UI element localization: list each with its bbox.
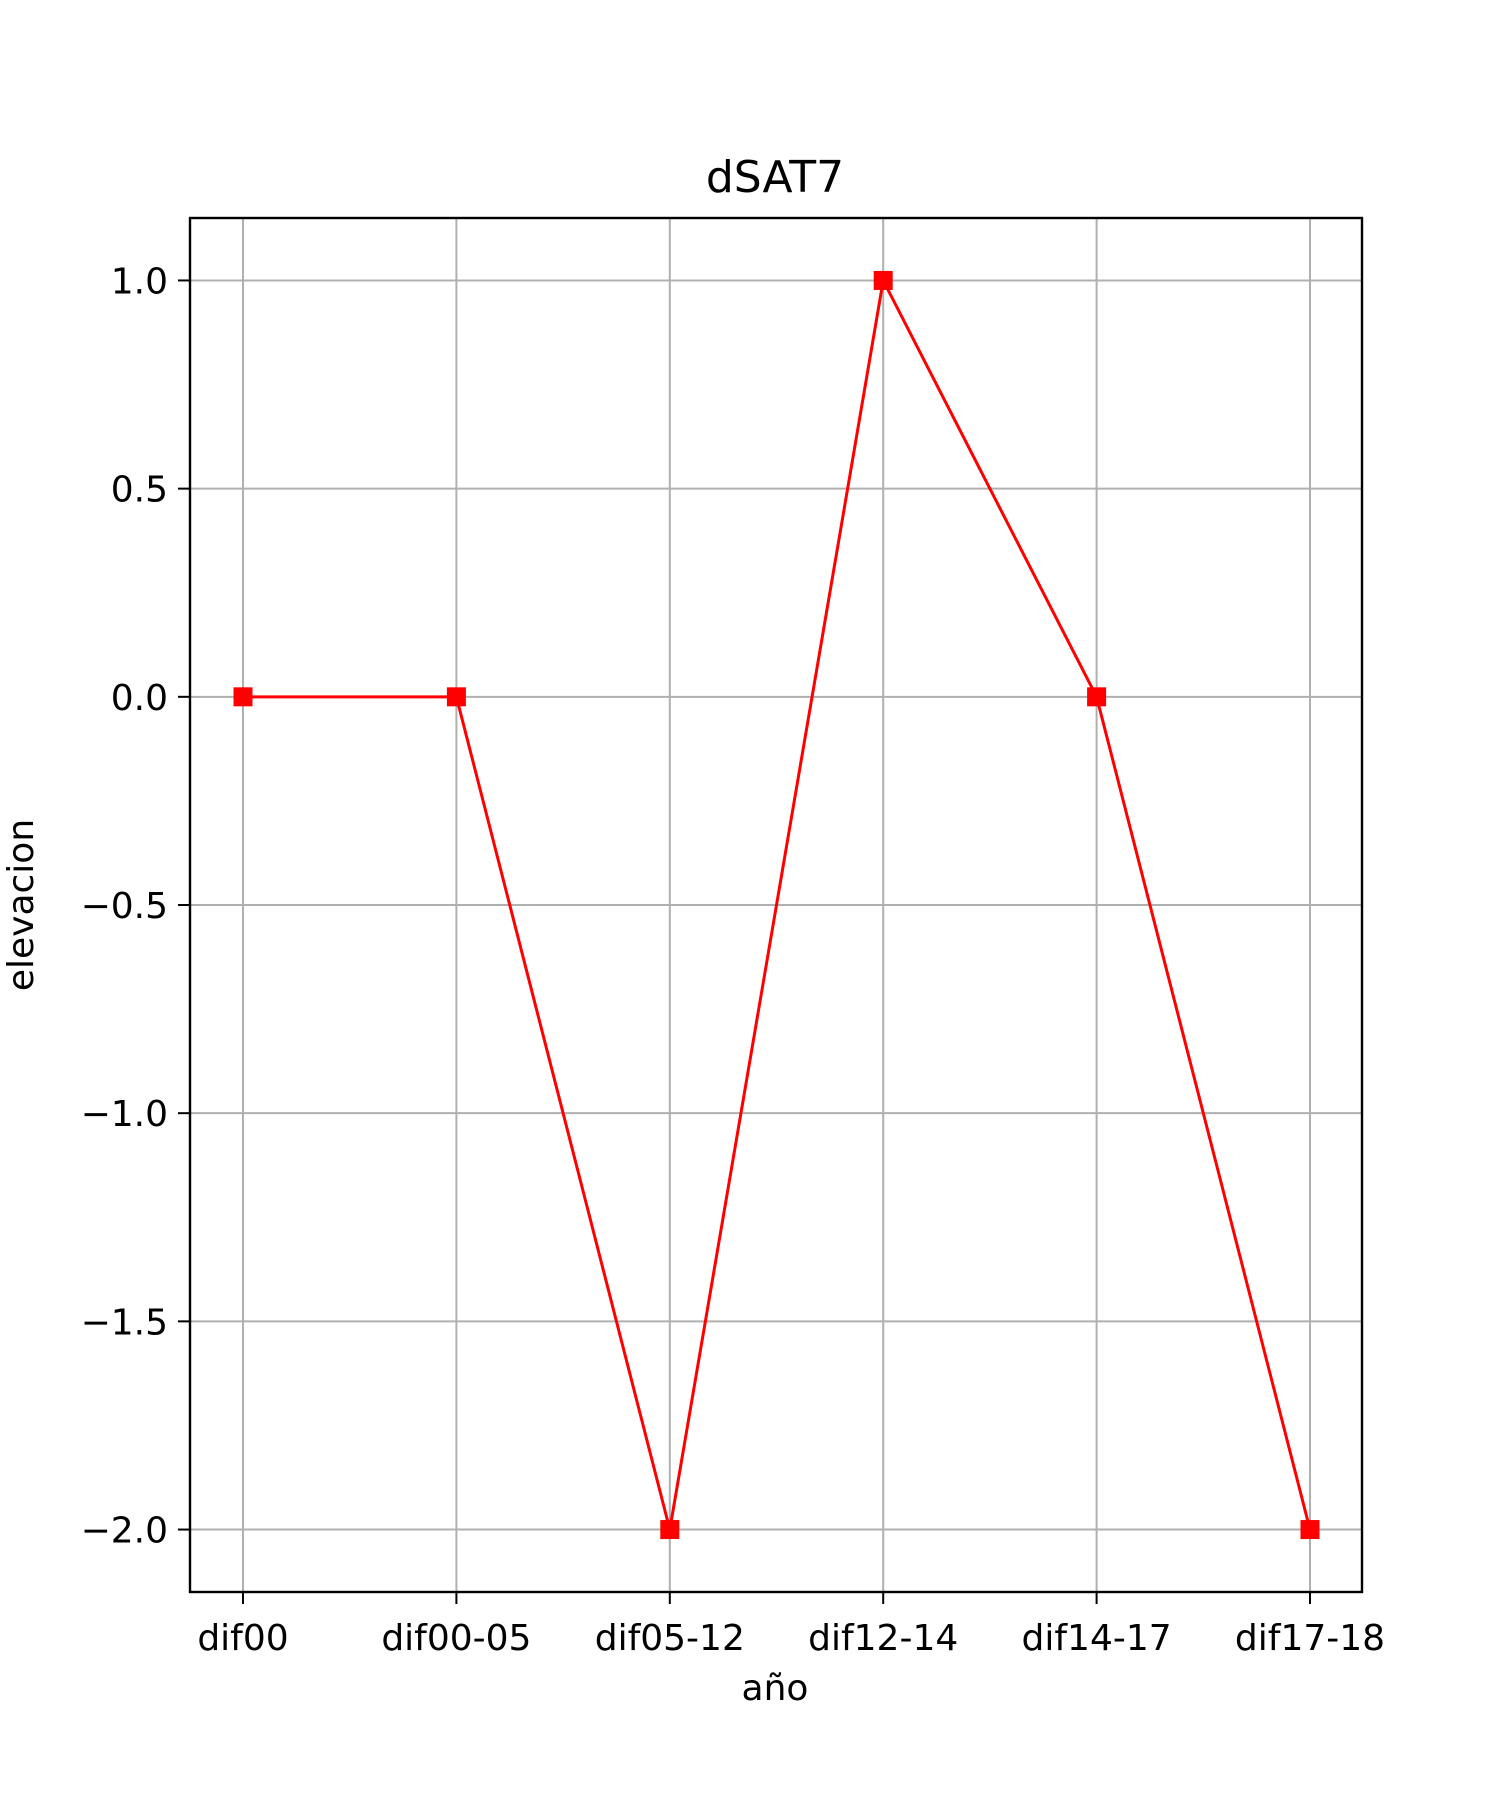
y-tick-label: −2.0 [81, 1511, 168, 1552]
y-tick-label: 0.5 [111, 470, 168, 511]
data-point-marker [446, 687, 466, 707]
x-tick-label: dif00 [197, 1618, 288, 1659]
series-line [243, 278, 1312, 1532]
chart-title: dSAT7 [706, 152, 844, 203]
y-tick-label: −1.5 [81, 1302, 168, 1343]
data-point-marker [233, 687, 253, 707]
data-point-marker [873, 270, 893, 290]
data-point-marker [660, 1520, 680, 1540]
y-tick-label: 0.0 [111, 678, 168, 719]
x-tick-label: dif00-05 [381, 1618, 531, 1659]
y-tick-label: −0.5 [81, 886, 168, 927]
data-point-marker [1087, 687, 1107, 707]
x-tick-label: dif12-14 [808, 1618, 958, 1659]
y-axis-label: elevacion [1, 819, 42, 991]
x-tick-label: dif17-18 [1235, 1618, 1385, 1659]
grid [190, 218, 1362, 1592]
series-layer [233, 270, 1320, 1540]
y-tick-label: 1.0 [111, 261, 168, 302]
y-tick-label: −1.0 [81, 1094, 168, 1135]
x-tick-label: dif14-17 [1022, 1618, 1172, 1659]
axis-ticks: dif00 dif00-05 dif05-12 dif12-14 dif14-17 dif… [81, 261, 1385, 1659]
x-axis-label: año [742, 1668, 809, 1709]
data-point-marker [1300, 1520, 1320, 1540]
x-tick-label: dif05-12 [595, 1618, 745, 1659]
